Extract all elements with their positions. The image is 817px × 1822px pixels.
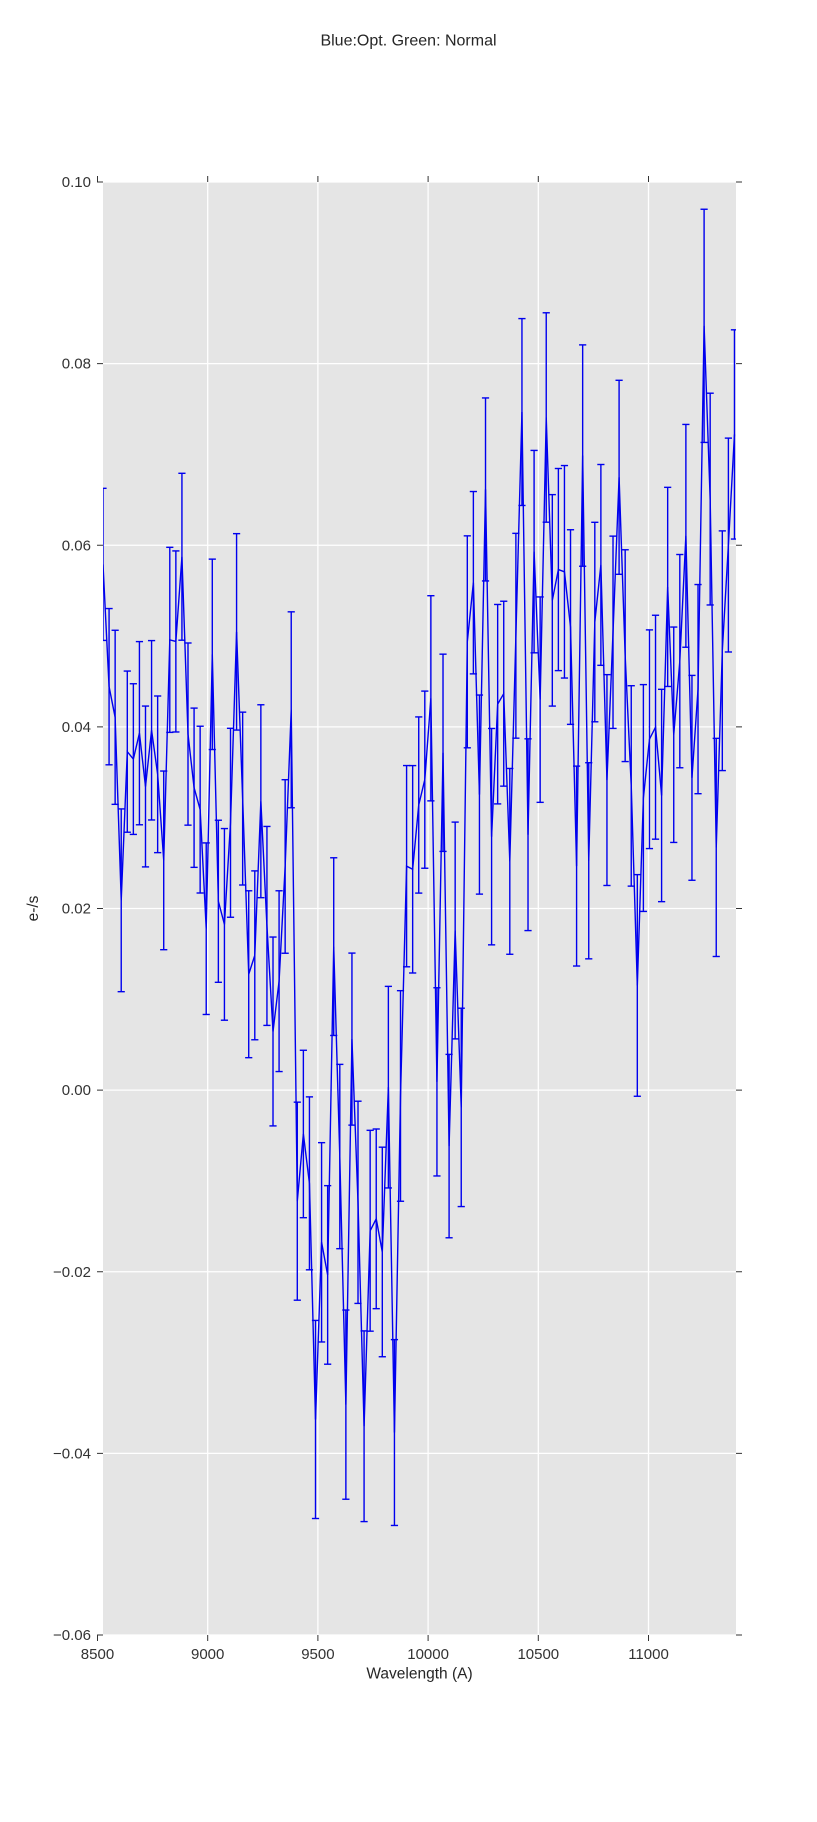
svg-text:10500: 10500 — [517, 1646, 559, 1663]
svg-text:9500: 9500 — [301, 1646, 334, 1663]
svg-text:0.02: 0.02 — [62, 901, 91, 918]
svg-text:0.06: 0.06 — [62, 537, 91, 554]
svg-text:0.00: 0.00 — [62, 1082, 91, 1099]
svg-text:−0.04: −0.04 — [53, 1445, 91, 1462]
svg-text:e-/s: e-/s — [25, 895, 42, 921]
svg-text:0.04: 0.04 — [62, 719, 91, 736]
svg-text:8500: 8500 — [81, 1646, 114, 1663]
svg-text:−0.02: −0.02 — [53, 1264, 91, 1281]
svg-text:11000: 11000 — [628, 1646, 669, 1663]
svg-text:0.10: 0.10 — [62, 174, 91, 191]
svg-text:−0.06: −0.06 — [53, 1627, 91, 1644]
svg-text:Wavelength (A): Wavelength (A) — [366, 1666, 472, 1683]
svg-text:10000: 10000 — [407, 1646, 449, 1663]
svg-text:Blue:Opt. Green: Normal: Blue:Opt. Green: Normal — [320, 33, 496, 50]
svg-text:9000: 9000 — [191, 1646, 224, 1663]
svg-text:0.08: 0.08 — [62, 356, 91, 373]
